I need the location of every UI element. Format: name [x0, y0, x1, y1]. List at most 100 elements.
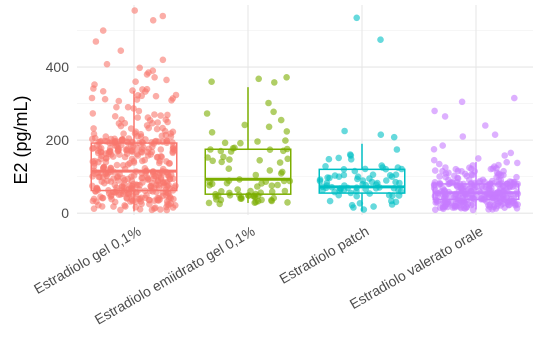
data-point — [159, 124, 166, 132]
data-point — [113, 142, 120, 150]
data-point — [486, 201, 494, 209]
data-point — [283, 74, 290, 81]
data-point — [168, 97, 175, 104]
data-point — [436, 173, 443, 180]
data-point — [137, 133, 145, 140]
data-point — [138, 138, 146, 146]
data-point — [133, 150, 141, 158]
data-point — [157, 206, 164, 213]
data-point — [469, 206, 477, 214]
data-point — [430, 156, 438, 164]
data-point — [268, 197, 276, 205]
data-point — [368, 178, 376, 186]
data-point — [149, 143, 156, 150]
data-point — [395, 192, 403, 199]
data-point — [209, 157, 216, 165]
data-point — [154, 196, 161, 204]
data-point — [97, 193, 104, 200]
jitter-points — [88, 7, 522, 214]
data-point — [131, 7, 138, 14]
y-axis-title: E2 (pg/mL) — [11, 95, 31, 184]
data-point — [136, 186, 143, 193]
data-point — [501, 152, 509, 159]
data-point — [265, 99, 272, 107]
data-point — [164, 118, 171, 126]
data-point — [353, 192, 361, 200]
data-point — [383, 177, 390, 184]
data-point — [326, 197, 334, 205]
data-point — [325, 155, 333, 163]
data-point — [157, 146, 165, 153]
data-point — [121, 119, 129, 127]
data-point — [166, 175, 174, 183]
data-point — [374, 179, 381, 187]
data-point — [159, 56, 167, 64]
data-point — [393, 146, 401, 153]
data-point — [491, 131, 499, 138]
data-point — [167, 130, 175, 137]
data-point — [203, 110, 211, 117]
data-point — [157, 112, 164, 119]
data-point — [113, 161, 121, 169]
data-point — [439, 142, 447, 149]
data-point — [107, 164, 114, 172]
data-point — [89, 145, 96, 152]
data-point — [89, 197, 97, 205]
data-point — [277, 116, 285, 124]
data-point — [115, 191, 123, 198]
data-point — [153, 125, 161, 133]
data-point — [115, 97, 123, 105]
data-point — [340, 171, 348, 179]
data-point — [113, 103, 120, 111]
data-point — [143, 71, 151, 78]
data-point — [284, 155, 292, 163]
data-point — [331, 188, 338, 196]
box — [90, 142, 178, 192]
data-point — [123, 186, 130, 193]
data-point — [151, 74, 158, 81]
data-point — [150, 175, 158, 182]
data-point — [119, 162, 127, 169]
data-point — [439, 204, 447, 211]
data-point — [458, 98, 466, 106]
data-point — [265, 123, 273, 131]
data-point — [482, 122, 489, 129]
data-point — [134, 114, 141, 121]
data-point — [92, 38, 100, 45]
data-point — [109, 153, 117, 160]
data-point — [445, 169, 452, 177]
data-point — [138, 200, 145, 208]
data-point — [469, 200, 477, 208]
data-point — [274, 181, 281, 189]
data-point — [90, 125, 97, 132]
box — [318, 168, 406, 194]
data-point — [208, 129, 216, 136]
data-point — [475, 155, 482, 162]
data-point — [111, 113, 119, 120]
data-point — [97, 144, 105, 152]
data-point — [111, 181, 119, 189]
data-point — [135, 107, 143, 115]
data-point — [223, 179, 231, 187]
data-point — [149, 188, 156, 195]
data-point — [119, 136, 126, 143]
data-point — [370, 203, 377, 210]
data-point — [494, 202, 501, 210]
data-point — [164, 201, 171, 208]
data-point — [459, 133, 467, 140]
data-point — [218, 158, 225, 166]
y-tick-label: 0 — [61, 205, 69, 221]
data-point — [497, 176, 505, 184]
data-point — [133, 181, 140, 188]
data-point — [170, 195, 177, 203]
data-point — [514, 159, 521, 167]
data-point — [127, 147, 135, 155]
data-point — [102, 133, 110, 140]
data-point — [152, 92, 160, 100]
data-point — [511, 94, 518, 102]
data-point — [91, 81, 98, 88]
data-point — [121, 153, 129, 161]
data-point — [99, 27, 107, 34]
data-point — [111, 198, 119, 206]
